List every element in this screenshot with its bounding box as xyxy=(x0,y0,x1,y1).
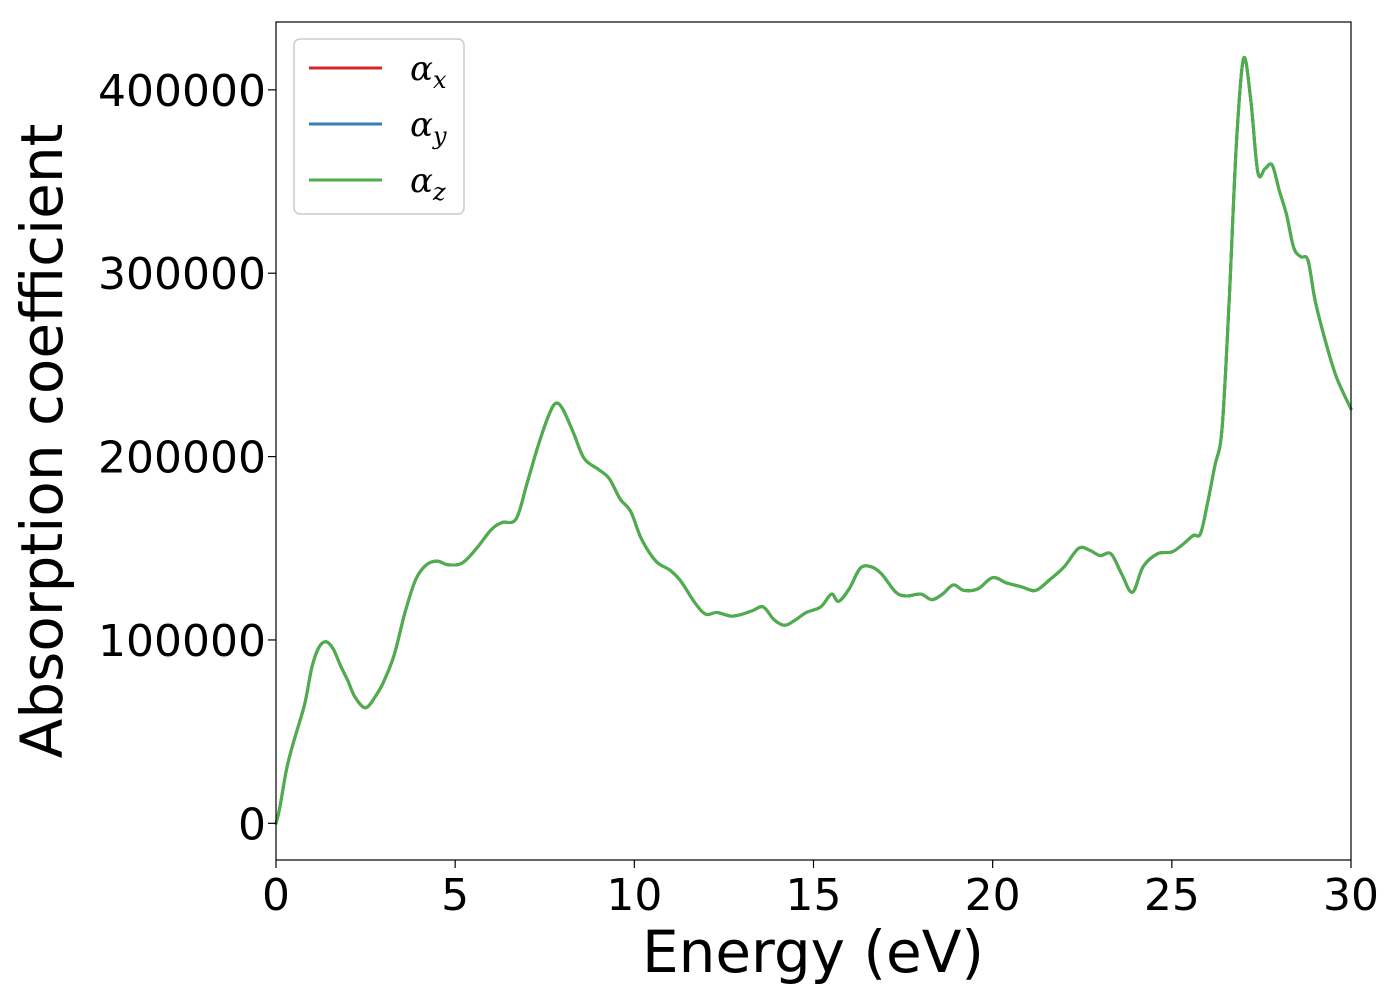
x-tick-label: 25 xyxy=(1144,870,1200,921)
legend-label-alpha-x: αx xyxy=(410,49,447,94)
x-axis: 0 5 10 15 20 25 30 xyxy=(262,860,1379,921)
x-tick-label: 20 xyxy=(965,870,1021,921)
y-axis: 0 100000 200000 300000 400000 xyxy=(98,66,276,850)
series-layer xyxy=(274,55,1353,825)
x-tick-label: 30 xyxy=(1323,870,1379,921)
x-tick-label: 5 xyxy=(441,870,469,921)
legend: αx αy αz xyxy=(293,38,465,215)
y-tick-label: 100000 xyxy=(98,616,266,667)
x-tick-label: 10 xyxy=(606,870,662,921)
y-axis-title: Absorption coefficient xyxy=(8,124,76,759)
legend-box xyxy=(293,38,465,215)
legend-entries: αx αy αz xyxy=(309,49,447,206)
y-tick-label: 300000 xyxy=(98,249,266,300)
x-tick-label: 15 xyxy=(786,870,842,921)
x-axis-title: Energy (eV) xyxy=(642,918,984,986)
legend-label-alpha-z: αz xyxy=(410,161,446,206)
legend-label-alpha-y: αy xyxy=(410,105,447,150)
y-tick-label: 200000 xyxy=(98,433,266,484)
series-line-alpha-z xyxy=(274,55,1353,825)
x-tick-label: 0 xyxy=(262,870,290,921)
y-tick-label: 400000 xyxy=(98,66,266,117)
y-tick-label: 0 xyxy=(238,799,266,850)
